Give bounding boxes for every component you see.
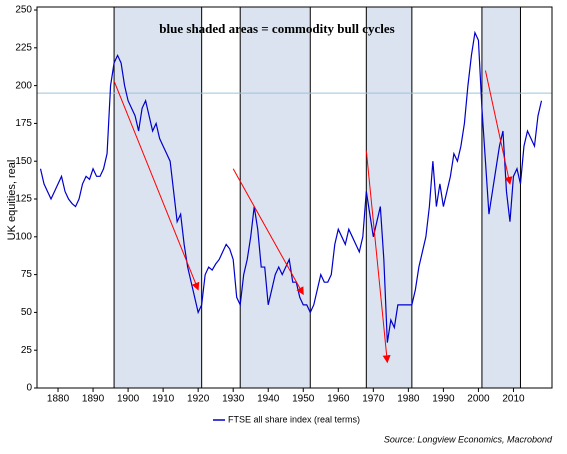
- trend-arrow: [113, 80, 200, 291]
- x-tick-label: 1960: [327, 394, 350, 405]
- source: Source: Longview Economics, Macrobond: [384, 434, 553, 444]
- trend-arrow: [365, 150, 391, 364]
- trend-arrow: [232, 168, 304, 296]
- y-tick-label: 225: [15, 42, 32, 53]
- x-tick-label: 2010: [502, 394, 525, 405]
- x-tick-label: 1900: [117, 394, 140, 405]
- trend-arrow: [484, 70, 513, 185]
- x-tick-label: 1970: [362, 394, 385, 405]
- shaded-period: [366, 7, 412, 388]
- x-tick-label: 2000: [467, 394, 490, 405]
- shaded-period: [240, 7, 311, 388]
- shaded-period: [114, 7, 202, 388]
- x-tick-label: 1950: [292, 394, 315, 405]
- y-axis-label: UK equities, real: [6, 160, 18, 241]
- annotation: blue shaded areas = commodity bull cycle…: [159, 21, 394, 36]
- x-tick-label: 1930: [222, 394, 245, 405]
- x-tick-label: 1910: [152, 394, 175, 405]
- data-line: [39, 30, 543, 343]
- y-tick-label: 25: [21, 345, 33, 356]
- y-tick-label: 125: [15, 194, 32, 205]
- y-tick-label: 175: [15, 118, 32, 129]
- x-tick-label: 1920: [187, 394, 210, 405]
- y-tick-label: 50: [21, 307, 33, 318]
- y-tick-label: 150: [15, 156, 32, 167]
- legend-label: FTSE all share index (real terms): [228, 414, 360, 424]
- x-tick-label: 1980: [397, 394, 420, 405]
- x-tick-label: 1990: [432, 394, 455, 405]
- y-tick-label: 100: [15, 231, 32, 242]
- y-tick-label: 200: [15, 80, 32, 91]
- y-tick-label: 75: [21, 269, 33, 280]
- y-tick-label: 250: [15, 5, 32, 16]
- x-tick-label: 1940: [257, 394, 280, 405]
- plot-frame: [36, 6, 553, 389]
- x-tick-label: 1880: [47, 394, 70, 405]
- y-tick-label: 0: [26, 383, 32, 394]
- x-tick-label: 1890: [82, 394, 105, 405]
